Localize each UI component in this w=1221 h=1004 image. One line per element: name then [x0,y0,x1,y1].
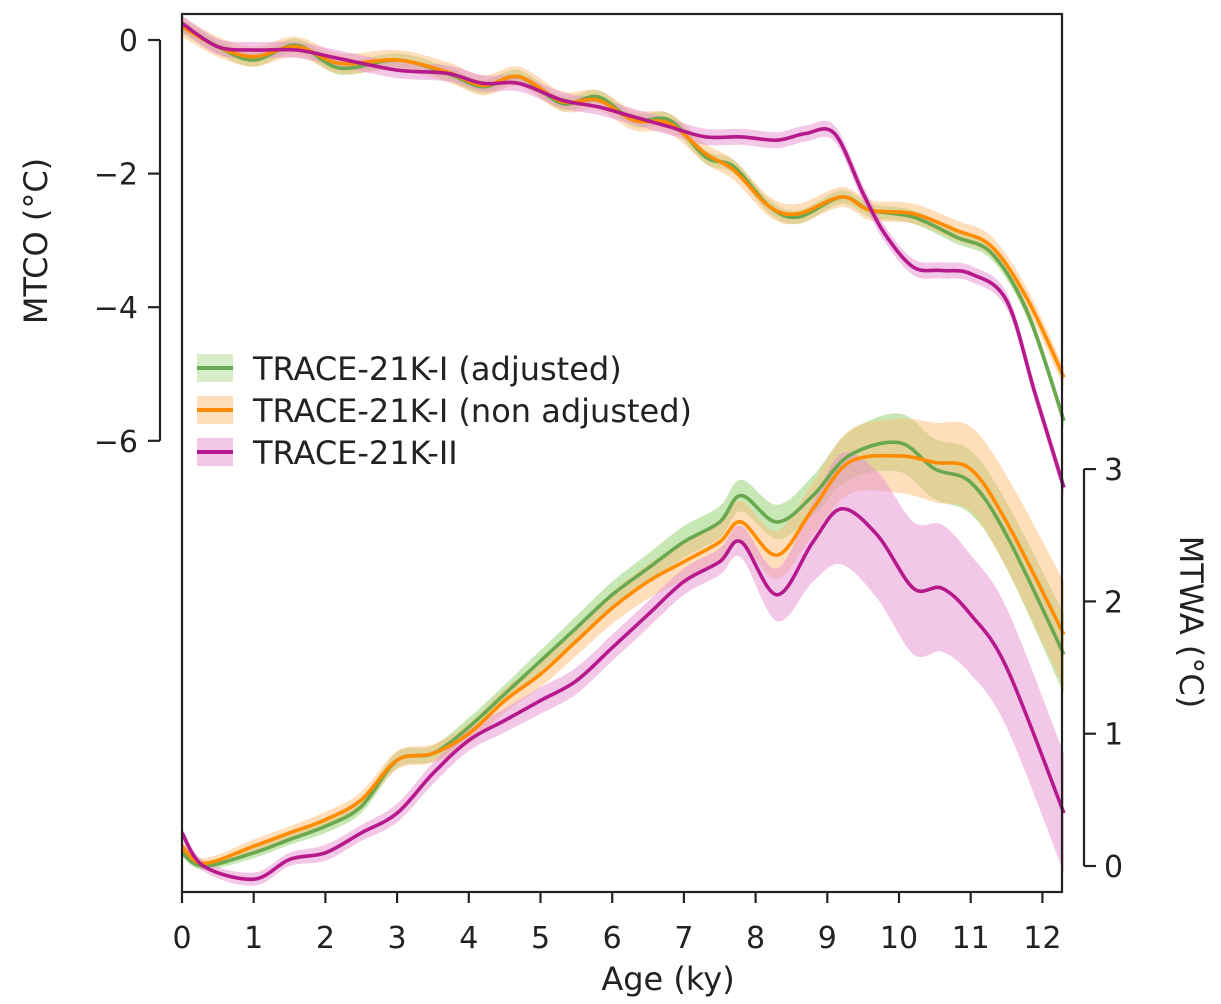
mtwa-line-trace-21k-i-non-adjusted [180,453,1066,866]
right-tick-label: 2 [1104,585,1123,620]
mtco-line-trace-21k-ii [180,21,1066,489]
x-axis-title: Age (ky) [601,960,734,998]
mtco-line-trace-21k-i-non-adjusted [181,25,1066,379]
left-tick-label: −2 [94,158,138,193]
x-tick-label: 10 [880,921,918,956]
left-tick-label: −6 [94,425,138,460]
right-tick-label: 0 [1104,850,1123,885]
legend-label-non-adjusted: TRACE-21K-I (non adjusted) [252,392,692,430]
mtwa-line-trace-21k-i-adjusted [180,440,1066,868]
left-y-axis: 0 −2 −4 −6 [94,24,162,460]
x-tick-label: 12 [1023,921,1061,956]
x-tick-label: 7 [674,921,693,956]
x-tick-label: 4 [459,921,478,956]
x-tick-label: 5 [531,921,550,956]
mtwa-line-trace-21k-ii [180,507,1066,882]
right-tick-label: 3 [1104,453,1123,488]
right-y-axis: 0 1 2 3 [1082,453,1123,885]
x-tick-label: 0 [172,921,191,956]
x-tick-label: 6 [603,921,622,956]
left-axis-title: MTCO (°C) [17,158,55,324]
left-tick-label: −4 [94,291,138,326]
legend-label-adjusted: TRACE-21K-I (adjusted) [252,350,622,388]
series-lines [180,21,1066,882]
right-tick-label: 1 [1104,718,1123,753]
x-tick-label: 1 [244,921,263,956]
x-tick-label: 8 [746,921,765,956]
x-tick-label: 11 [952,921,990,956]
left-tick-label: 0 [119,24,138,59]
x-axis: 0 1 2 3 4 5 6 7 8 9 10 11 12 [172,892,1061,956]
mtwa-band-trace-21k-ii [182,452,1064,886]
mtco-band-trace-21k-i-non-adjusted [182,16,1064,388]
right-axis-title: MTWA (°C) [1172,536,1210,708]
mtco-band-trace-21k-ii [182,15,1064,496]
x-tick-label: 2 [316,921,335,956]
mtco-line-trace-21k-i-adjusted [181,25,1066,422]
x-tick-label: 9 [818,921,837,956]
legend: TRACE-21K-I (adjusted) TRACE-21K-I (non … [197,350,692,472]
legend-label-trace-ii: TRACE-21K-II [252,434,458,472]
plot-frame [180,12,1064,894]
x-tick-label: 3 [388,921,407,956]
